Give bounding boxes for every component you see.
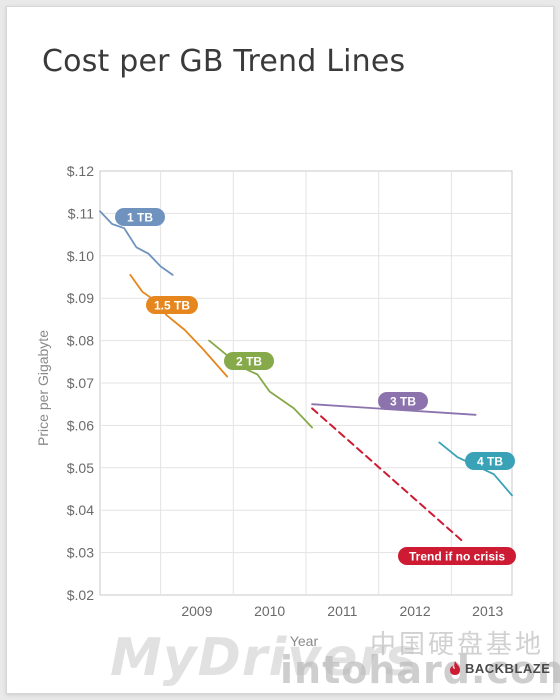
y-tick-label: $.04 bbox=[67, 502, 94, 518]
series-label-one-tb: 1 TB bbox=[127, 211, 153, 225]
flame-icon bbox=[450, 661, 460, 675]
series-label-pill-one-five-tb bbox=[146, 296, 198, 314]
x-axis-title: Year bbox=[290, 633, 319, 649]
series-line-trend-if-no-crisis bbox=[311, 407, 465, 543]
series-label-one-five-tb: 1.5 TB bbox=[154, 299, 190, 313]
series-label-pill-two-tb bbox=[224, 352, 274, 370]
watermark-site-cn: 中国硬盘基地 bbox=[370, 630, 545, 660]
series-label-trend: Trend if no crisis bbox=[409, 550, 505, 564]
x-tick-label: 2012 bbox=[399, 603, 430, 619]
x-tick-label: 2011 bbox=[327, 603, 357, 619]
y-tick-label: $.02 bbox=[67, 587, 94, 603]
y-tick-label: $.09 bbox=[67, 290, 94, 306]
series-line-1-5-tb bbox=[129, 273, 229, 378]
series-label-two-tb: 2 TB bbox=[236, 355, 262, 369]
y-tick-label: $.08 bbox=[67, 333, 94, 349]
brand-name: BACKBLAZE bbox=[465, 660, 551, 676]
y-tick-label: $.10 bbox=[67, 248, 94, 264]
y-tick-label: $.07 bbox=[67, 375, 94, 391]
chart-title: Cost per GB Trend Lines bbox=[42, 44, 406, 79]
series-label-pill-four-tb bbox=[465, 452, 515, 470]
x-tick-label: 2013 bbox=[472, 603, 503, 619]
watermark-site-b: intohard.com bbox=[280, 648, 560, 692]
series-label-pill-one-tb bbox=[115, 208, 165, 226]
y-tick-label: $.05 bbox=[67, 460, 94, 476]
y-axis-title: Price per Gigabyte bbox=[35, 330, 51, 446]
y-tick-label: $.11 bbox=[68, 205, 94, 221]
brand-logo: BACKBLAZE bbox=[448, 660, 550, 676]
series-line-1-tb bbox=[99, 210, 174, 276]
series-label-pill-trend bbox=[398, 547, 516, 565]
series-label-four-tb: 4 TB bbox=[477, 455, 503, 469]
x-tick-label: 2010 bbox=[254, 603, 285, 619]
y-tick-label: $.06 bbox=[67, 417, 94, 433]
series-label-pill-three-tb bbox=[378, 392, 428, 410]
y-tick-label: $.03 bbox=[67, 545, 94, 561]
series-label-three-tb: 3 TB bbox=[390, 395, 416, 409]
x-tick-label: 2009 bbox=[181, 603, 212, 619]
y-tick-label: $.12 bbox=[67, 163, 94, 179]
